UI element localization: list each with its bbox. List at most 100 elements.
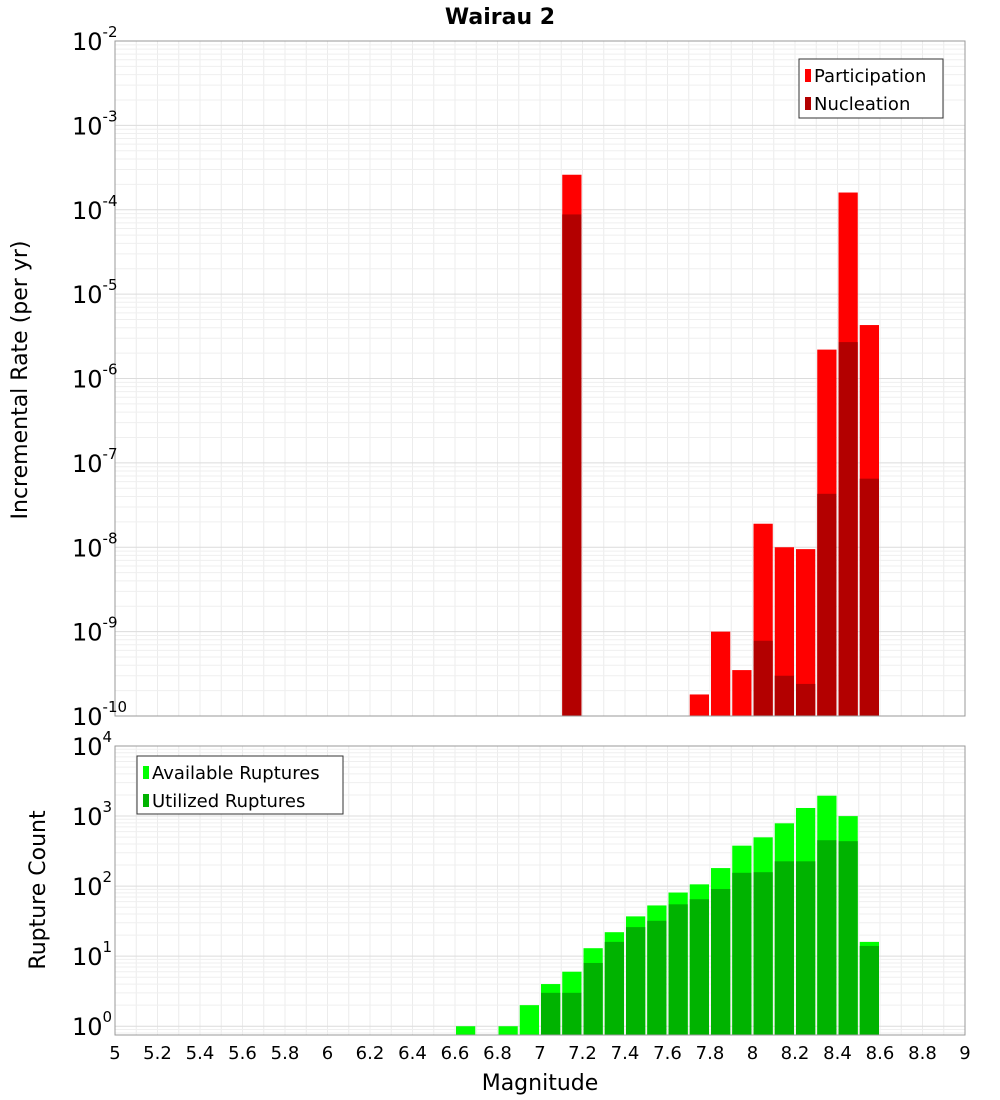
bar-utilized-ruptures [753,872,773,1035]
top-y-axis-label: Incremental Rate (per yr) [8,241,33,520]
bar-nucleation [838,342,858,716]
bar-utilized-ruptures [562,992,582,1035]
bar-utilized-ruptures [604,941,624,1035]
x-tick-label: 7.6 [653,1043,682,1064]
x-tick-label: 6.8 [483,1043,512,1064]
bar-utilized-ruptures [774,861,794,1035]
y-tick-exponent: -6 [103,361,118,379]
bar-utilized-ruptures [732,872,752,1035]
bottom-y-axis-label: Rupture Count [26,810,51,970]
y-tick-label: 101 [72,938,112,971]
legend-swatch [143,794,149,807]
y-tick-exponent: 3 [103,798,113,816]
legend-label: Utilized Ruptures [152,791,305,812]
y-tick-exponent: -10 [103,698,128,716]
bar-participation [732,670,752,716]
x-axis-label: Magnitude [482,1071,599,1096]
bar-utilized-ruptures [668,904,688,1035]
y-tick-label: 10-9 [72,614,118,647]
bar-utilized-ruptures [583,962,603,1035]
bar-utilized-ruptures [626,927,646,1035]
x-tick-label: 7.2 [568,1043,597,1064]
y-tick-exponent: -2 [103,23,118,41]
bar-utilized-ruptures [838,841,858,1035]
bottom-y-tick-labels: 104 103 102 101 100 [72,728,112,1041]
legend-swatch [805,69,811,82]
y-tick-label: 10-5 [72,276,118,309]
bottom-bars [456,795,879,1035]
x-tick-label: 7 [534,1043,545,1064]
y-tick-exponent: 4 [103,728,113,746]
top-legend: Participation Nucleation [798,58,944,119]
bar-nucleation [796,683,816,716]
bar-participation [774,547,794,716]
x-tick-label: 6.6 [441,1043,470,1064]
legend-swatch [805,97,811,110]
bar-utilized-ruptures [711,888,731,1035]
x-tick-label: 6 [322,1043,333,1064]
y-tick-label: 103 [72,798,112,831]
y-tick-exponent: -9 [103,614,118,632]
top-bars [562,174,879,717]
bottom-legend: Available Ruptures Utilized Ruptures [136,755,344,815]
chart-title: Wairau 2 [445,5,555,30]
legend-swatch [143,766,149,779]
y-tick-label: 10-10 [72,698,127,731]
bar-nucleation [562,214,582,717]
y-tick-exponent: 0 [103,1008,113,1026]
y-tick-label: 10-8 [72,529,118,562]
y-tick-label: 100 [72,1008,112,1041]
x-tick-label: 5.4 [186,1043,215,1064]
bar-utilized-ruptures [859,945,879,1035]
top-gridlines [114,41,966,717]
x-tick-label: 5.6 [228,1043,257,1064]
legend-label: Available Ruptures [152,763,320,784]
legend-box [136,755,344,815]
y-tick-label: 10-3 [72,107,118,140]
bar-participation [711,631,731,716]
bar-utilized-ruptures [647,920,667,1035]
x-tick-label: 6.2 [356,1043,385,1064]
y-tick-exponent: 2 [103,868,113,886]
y-tick-exponent: -3 [103,107,118,125]
x-tick-label: 5 [109,1043,120,1064]
y-tick-exponent: -4 [103,192,118,210]
y-tick-label: 10-2 [72,23,118,56]
bar-utilized-ruptures [689,899,709,1035]
x-tick-labels: 5 5.2 5.4 5.6 5.8 6 6.2 6.4 6.6 6.8 7 7.2 7.4 7.6 7.8 8… [109,1043,970,1064]
bottom-panel-count: 104 103 102 101 100 Rupture Count Available … [26,728,966,1041]
bar-nucleation [753,640,773,716]
legend-box [798,58,944,119]
bar-available-ruptures [498,1026,518,1035]
x-tick-label: 8.8 [908,1043,937,1064]
x-tick-label: 5.2 [143,1043,172,1064]
bar-nucleation [817,493,837,716]
bar-participation [689,694,709,716]
bar-available-ruptures [456,1026,476,1035]
x-tick-label: 5.8 [271,1043,300,1064]
bar-utilized-ruptures [817,840,837,1035]
bar-nucleation [859,478,879,716]
legend-label: Nucleation [814,94,910,115]
x-tick-label: 7.4 [611,1043,640,1064]
legend-label: Participation [814,66,926,87]
y-tick-label: 10-7 [72,445,118,478]
bar-available-ruptures [519,1005,539,1035]
y-tick-exponent: -7 [103,445,118,463]
bar-utilized-ruptures [796,861,816,1035]
x-tick-label: 8 [747,1043,758,1064]
top-panel-rate: 10-2 10-3 10-4 10-5 10-6 10-7 10-8 10-9 10-10 In… [8,23,966,731]
x-tick-label: 6.4 [398,1043,427,1064]
y-tick-label: 10-4 [72,192,118,225]
x-tick-label: 8.6 [866,1043,895,1064]
bar-participation [796,549,816,716]
x-tick-label: 7.8 [696,1043,725,1064]
y-tick-label: 102 [72,868,112,901]
bar-nucleation [774,675,794,716]
y-tick-exponent: -8 [103,529,118,547]
y-tick-label: 104 [72,728,112,761]
x-tick-label: 9 [959,1043,970,1064]
y-tick-label: 10-6 [72,361,118,394]
bottom-plot-frame [114,745,966,1036]
